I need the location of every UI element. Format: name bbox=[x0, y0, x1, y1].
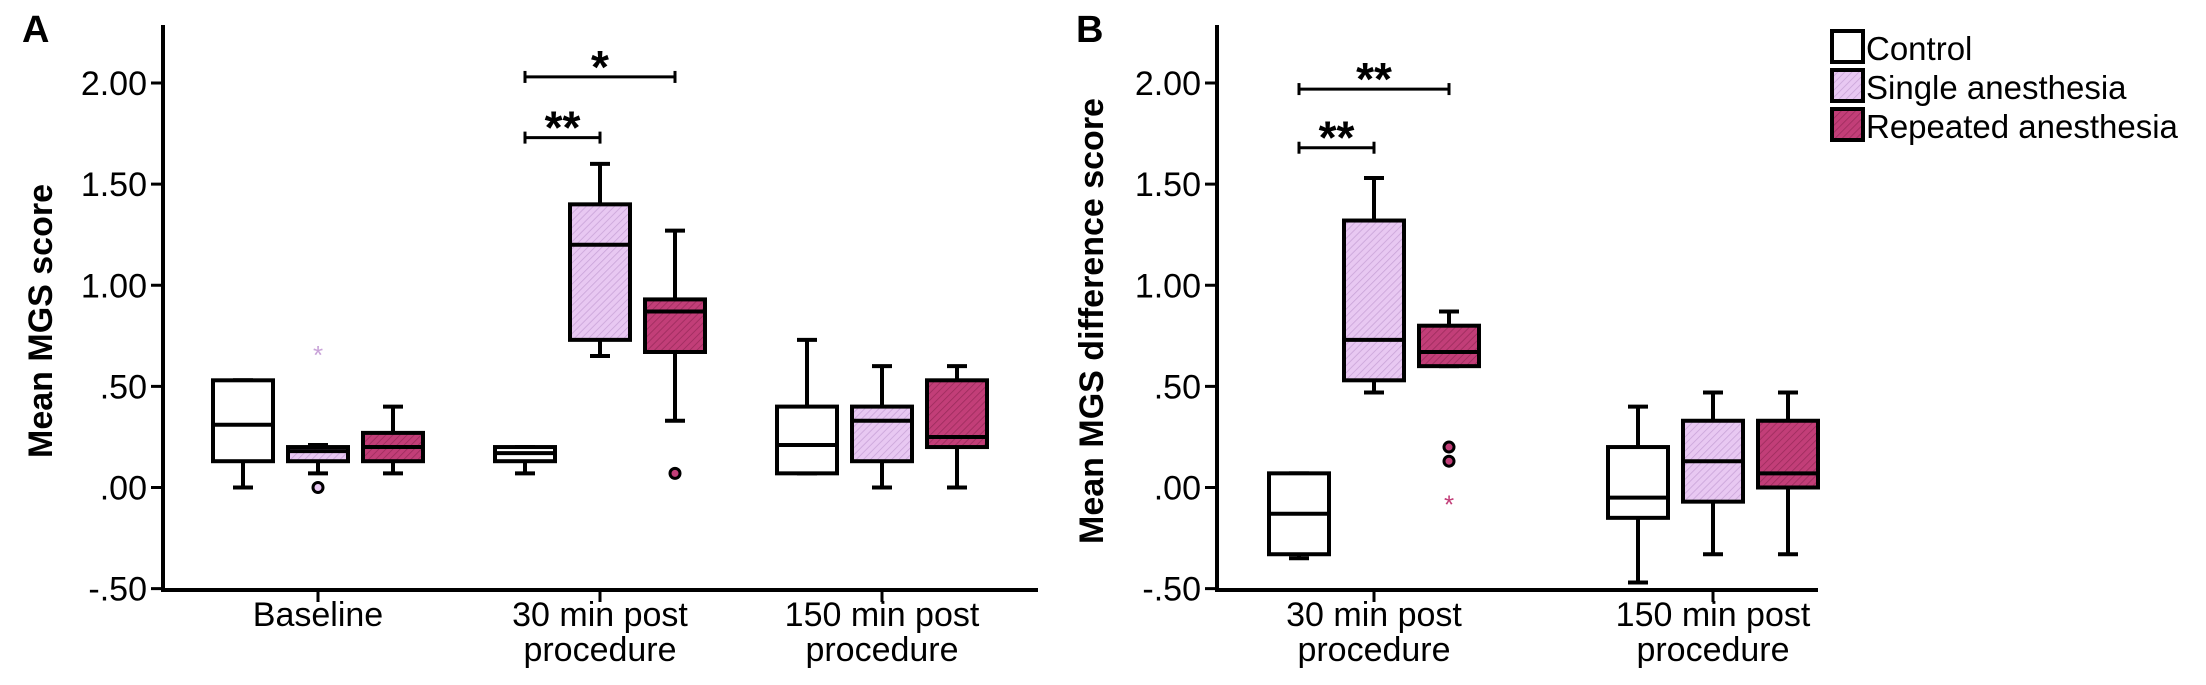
outlier-point bbox=[311, 481, 325, 494]
panel-a: A Mean MGS score -.50 .00 .50 1.00 1.50 2.00 B… bbox=[22, 9, 1038, 669]
x-category-label: 30 min post bbox=[512, 596, 688, 634]
panel-b: B Mean MGS difference score -.50 .00 .50 1.… bbox=[1073, 9, 1820, 669]
legend-label-control: Control bbox=[1866, 30, 1972, 67]
panel-a-ylabel: Mean MGS score bbox=[22, 184, 60, 458]
box-single bbox=[1342, 218, 1406, 383]
x-category-label: procedure bbox=[1297, 631, 1450, 669]
box-repeated bbox=[1756, 418, 1820, 490]
y-tick-label: 1.00 bbox=[1135, 267, 1201, 305]
outlier-point bbox=[668, 466, 682, 480]
panel-b-ylabel: Mean MGS difference score bbox=[1073, 98, 1111, 544]
box-repeated bbox=[643, 297, 707, 354]
panel-a-plot: -.50 .00 .50 1.00 1.50 2.00 Baseline * 30 min po… bbox=[81, 25, 1038, 669]
significance-label: * bbox=[591, 41, 609, 93]
significance-label: ** bbox=[1356, 53, 1392, 105]
y-tick-label: -.50 bbox=[88, 571, 147, 609]
y-tick-label: 2.00 bbox=[1135, 65, 1201, 103]
y-tick-label: 1.50 bbox=[1135, 166, 1201, 204]
y-tick-label: -.50 bbox=[1142, 571, 1201, 609]
box-control bbox=[211, 378, 275, 464]
legend-item-control: Control bbox=[1830, 29, 1972, 67]
legend-swatch-repeated bbox=[1830, 107, 1865, 142]
significance-label: ** bbox=[545, 102, 581, 154]
extreme-point: * bbox=[1444, 490, 1454, 520]
extreme-point: * bbox=[313, 340, 323, 370]
y-tick-label: 2.00 bbox=[81, 65, 147, 103]
y-tick-label: .00 bbox=[1154, 470, 1201, 508]
outlier-point bbox=[1442, 454, 1456, 468]
box-control bbox=[1606, 445, 1670, 520]
box-single bbox=[568, 202, 632, 342]
legend-label-repeated: Repeated anesthesia bbox=[1866, 108, 2179, 145]
x-category-label: procedure bbox=[805, 631, 958, 669]
legend-item-single: Single anesthesia bbox=[1830, 68, 2127, 106]
legend-item-repeated: Repeated anesthesia bbox=[1830, 107, 2179, 145]
y-tick-label: .50 bbox=[1154, 368, 1201, 406]
y-tick-label: .50 bbox=[100, 368, 147, 406]
x-category-label: 30 min post bbox=[1286, 596, 1462, 634]
x-category-label: 150 min post bbox=[785, 596, 980, 634]
x-category-label: Baseline bbox=[253, 596, 383, 634]
y-tick-label: .00 bbox=[100, 470, 147, 508]
box-single bbox=[850, 404, 914, 464]
x-category-label: procedure bbox=[1636, 631, 1789, 669]
x-category-label: procedure bbox=[523, 631, 676, 669]
significance-label: ** bbox=[1319, 112, 1355, 164]
y-tick-label: 1.00 bbox=[81, 267, 147, 305]
box-control bbox=[775, 404, 839, 476]
box-repeated bbox=[1417, 323, 1481, 369]
legend: Control Single anesthesia Repeated anest… bbox=[1830, 29, 2179, 145]
legend-swatch-single bbox=[1830, 68, 1865, 103]
y-tick-label: 1.50 bbox=[81, 166, 147, 204]
outlier-point bbox=[1442, 440, 1456, 454]
legend-label-single: Single anesthesia bbox=[1866, 69, 2127, 106]
panel-a-letter: A bbox=[22, 9, 49, 51]
legend-swatch-control bbox=[1830, 29, 1865, 64]
panel-b-letter: B bbox=[1076, 9, 1103, 51]
x-category-label: 150 min post bbox=[1616, 596, 1811, 634]
